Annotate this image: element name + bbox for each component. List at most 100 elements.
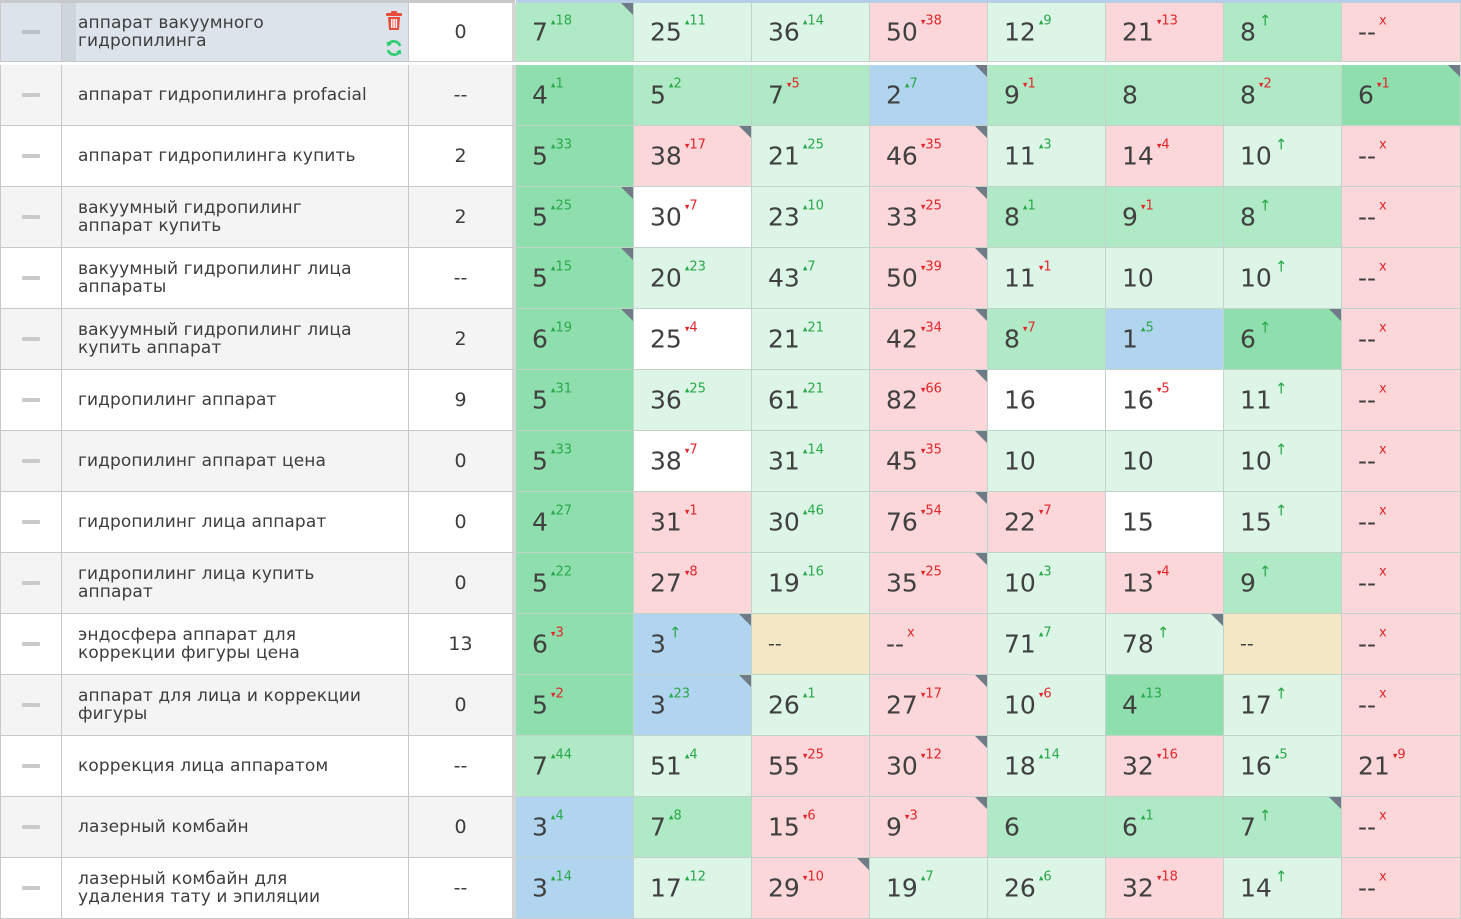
drag-handle-icon[interactable]: [22, 581, 40, 585]
drag-handle-icon[interactable]: [22, 154, 40, 158]
position-cell[interactable]: 4 ▴1: [516, 65, 634, 126]
position-cell[interactable]: --: [752, 614, 870, 675]
position-cell[interactable]: 76 ▾54: [870, 492, 988, 553]
drag-handle-icon[interactable]: [22, 703, 40, 707]
position-cell[interactable]: 25 ▴11: [634, 3, 752, 62]
drag-handle-icon[interactable]: [22, 642, 40, 646]
position-cell[interactable]: 6 ▾3: [516, 614, 634, 675]
position-cell[interactable]: 8 ↑: [1224, 3, 1342, 62]
position-cell[interactable]: 5 ▾2: [516, 675, 634, 736]
position-cell[interactable]: 5 ▴33: [516, 126, 634, 187]
position-cell[interactable]: 19 ▴7: [870, 858, 988, 919]
position-cell[interactable]: 2 ▴7: [870, 65, 988, 126]
position-cell[interactable]: 15: [1106, 492, 1224, 553]
position-cell[interactable]: 7 ▴44: [516, 736, 634, 797]
position-cell[interactable]: 11 ▴3: [988, 126, 1106, 187]
drag-handle-cell[interactable]: [0, 553, 62, 614]
position-cell[interactable]: 7 ▴8: [634, 797, 752, 858]
drag-handle-cell[interactable]: [0, 736, 62, 797]
row-grip[interactable]: [62, 3, 76, 61]
keyword-cell[interactable]: гидропилинг лица аппарат: [62, 492, 409, 553]
drag-handle-cell[interactable]: [0, 431, 62, 492]
position-cell[interactable]: 14 ▾4: [1106, 126, 1224, 187]
position-cell[interactable]: 1 ▴5: [1106, 309, 1224, 370]
drag-handle-cell[interactable]: [0, 858, 62, 919]
table-row[interactable]: аппарат вакуумного гидропилинга 0 7 ▴18 25 ▴1…: [0, 3, 1461, 62]
position-cell[interactable]: 10: [1106, 431, 1224, 492]
table-row[interactable]: эндосфера аппарат для коррекции фигуры ц…: [0, 614, 1461, 675]
position-cell[interactable]: 14 ↑: [1224, 858, 1342, 919]
position-cell[interactable]: 9 ▾1: [988, 65, 1106, 126]
position-cell[interactable]: 18 ▴14: [988, 736, 1106, 797]
keyword-cell[interactable]: лазерный комбайн: [62, 797, 409, 858]
table-row[interactable]: аппарат гидропилинга profacial -- 4 ▴1 5 ▴2 7 ▾…: [0, 65, 1461, 126]
position-cell[interactable]: 8: [1106, 65, 1224, 126]
keyword-cell[interactable]: лазерный комбайн для удаления тату и эпи…: [62, 858, 409, 919]
position-cell[interactable]: 10 ▴3: [988, 553, 1106, 614]
position-cell[interactable]: 10 ▾6: [988, 675, 1106, 736]
position-cell[interactable]: 5 ▴31: [516, 370, 634, 431]
position-cell[interactable]: 16: [988, 370, 1106, 431]
position-cell[interactable]: 61 ▴21: [752, 370, 870, 431]
position-cell[interactable]: 31 ▴14: [752, 431, 870, 492]
position-cell[interactable]: 31 ▾1: [634, 492, 752, 553]
position-cell[interactable]: 10 ↑: [1224, 126, 1342, 187]
position-cell[interactable]: 36 ▴25: [634, 370, 752, 431]
refresh-icon[interactable]: [385, 39, 403, 57]
drag-handle-icon[interactable]: [22, 459, 40, 463]
position-cell[interactable]: 42 ▾34: [870, 309, 988, 370]
position-cell[interactable]: -- x: [1342, 858, 1461, 919]
position-cell[interactable]: 30 ▾7: [634, 187, 752, 248]
position-cell[interactable]: 5 ▴33: [516, 431, 634, 492]
drag-handle-cell[interactable]: [0, 248, 62, 309]
drag-handle-icon[interactable]: [22, 398, 40, 402]
position-cell[interactable]: 38 ▾7: [634, 431, 752, 492]
position-cell[interactable]: 27 ▾17: [870, 675, 988, 736]
position-cell[interactable]: 3 ▴23: [634, 675, 752, 736]
position-cell[interactable]: 7 ↑: [1224, 797, 1342, 858]
position-cell[interactable]: -- x: [1342, 797, 1461, 858]
position-cell[interactable]: 5 ▴15: [516, 248, 634, 309]
position-cell[interactable]: 21 ▴21: [752, 309, 870, 370]
table-row[interactable]: вакуумный гидропилинг лица купить аппара…: [0, 309, 1461, 370]
position-cell[interactable]: -- x: [1342, 614, 1461, 675]
position-cell[interactable]: 25 ▾4: [634, 309, 752, 370]
position-cell[interactable]: 9 ▾1: [1106, 187, 1224, 248]
position-cell[interactable]: 22 ▾7: [988, 492, 1106, 553]
position-cell[interactable]: 6 ↑: [1224, 309, 1342, 370]
keyword-cell[interactable]: вакуумный гидропилинг лица аппараты: [62, 248, 409, 309]
table-row[interactable]: гидропилинг аппарат цена 0 5 ▴33 38 ▾7 31 ▴14 45…: [0, 431, 1461, 492]
position-cell[interactable]: 5 ▴25: [516, 187, 634, 248]
position-cell[interactable]: 26 ▴6: [988, 858, 1106, 919]
position-cell[interactable]: 5 ▴22: [516, 553, 634, 614]
position-cell[interactable]: -- x: [1342, 3, 1461, 62]
drag-handle-icon[interactable]: [22, 93, 40, 97]
table-row[interactable]: аппарат гидропилинга купить 2 5 ▴33 38 ▾17 21 ▴…: [0, 126, 1461, 187]
position-cell[interactable]: 33 ▾25: [870, 187, 988, 248]
position-cell[interactable]: 3 ↑: [634, 614, 752, 675]
keyword-cell[interactable]: аппарат вакуумного гидропилинга: [62, 3, 409, 62]
position-cell[interactable]: 16 ▴5: [1224, 736, 1342, 797]
position-cell[interactable]: 8 ▾7: [988, 309, 1106, 370]
drag-handle-icon[interactable]: [22, 337, 40, 341]
position-cell[interactable]: -- x: [1342, 431, 1461, 492]
position-cell[interactable]: 78 ↑: [1106, 614, 1224, 675]
position-cell[interactable]: -- x: [1342, 370, 1461, 431]
table-row[interactable]: вакуумный гидропилинг аппарат купить 2 5 ▴2…: [0, 187, 1461, 248]
position-cell[interactable]: 13 ▾4: [1106, 553, 1224, 614]
keyword-cell[interactable]: эндосфера аппарат для коррекции фигуры ц…: [62, 614, 409, 675]
position-cell[interactable]: 8 ▴1: [988, 187, 1106, 248]
position-cell[interactable]: 30 ▾12: [870, 736, 988, 797]
position-cell[interactable]: 5 ▴2: [634, 65, 752, 126]
position-cell[interactable]: 82 ▾66: [870, 370, 988, 431]
drag-handle-cell[interactable]: [0, 309, 62, 370]
position-cell[interactable]: 10: [1106, 248, 1224, 309]
position-cell[interactable]: 50 ▾38: [870, 3, 988, 62]
position-cell[interactable]: 23 ▴10: [752, 187, 870, 248]
drag-handle-icon[interactable]: [22, 276, 40, 280]
drag-handle-icon[interactable]: [22, 886, 40, 890]
drag-handle-icon[interactable]: [22, 215, 40, 219]
position-cell[interactable]: 32 ▾16: [1106, 736, 1224, 797]
position-cell[interactable]: 10 ↑: [1224, 431, 1342, 492]
position-cell[interactable]: 6: [988, 797, 1106, 858]
